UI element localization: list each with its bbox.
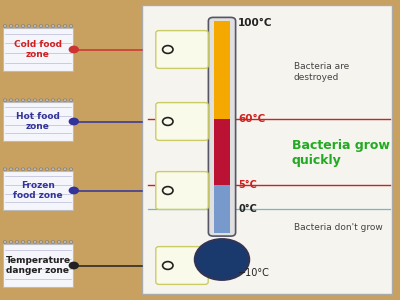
Circle shape bbox=[3, 25, 7, 27]
Circle shape bbox=[69, 262, 79, 269]
Circle shape bbox=[15, 25, 19, 27]
FancyBboxPatch shape bbox=[3, 102, 73, 141]
Circle shape bbox=[69, 168, 73, 170]
Circle shape bbox=[69, 187, 79, 194]
Text: Hot food
zone: Hot food zone bbox=[16, 112, 60, 131]
Circle shape bbox=[9, 168, 13, 170]
Circle shape bbox=[33, 168, 37, 170]
Bar bbox=[214, 184, 230, 232]
Circle shape bbox=[45, 168, 49, 170]
Circle shape bbox=[69, 99, 73, 101]
Circle shape bbox=[57, 241, 61, 243]
Circle shape bbox=[15, 99, 19, 101]
Circle shape bbox=[21, 168, 25, 170]
Circle shape bbox=[9, 99, 13, 101]
Text: 100°C: 100°C bbox=[238, 17, 272, 28]
FancyBboxPatch shape bbox=[3, 28, 73, 71]
Circle shape bbox=[45, 241, 49, 243]
Circle shape bbox=[39, 99, 43, 101]
Circle shape bbox=[39, 25, 43, 27]
Circle shape bbox=[63, 168, 67, 170]
Circle shape bbox=[57, 99, 61, 101]
Circle shape bbox=[63, 241, 67, 243]
Text: Cold food
zone: Cold food zone bbox=[14, 40, 62, 59]
Circle shape bbox=[3, 241, 7, 243]
Text: Bacteria are
destroyed: Bacteria are destroyed bbox=[294, 62, 349, 82]
Circle shape bbox=[27, 99, 31, 101]
Circle shape bbox=[39, 241, 43, 243]
Text: 60°C: 60°C bbox=[238, 113, 265, 124]
Circle shape bbox=[21, 241, 25, 243]
Circle shape bbox=[69, 25, 73, 27]
Circle shape bbox=[57, 25, 61, 27]
Circle shape bbox=[27, 168, 31, 170]
Circle shape bbox=[63, 99, 67, 101]
FancyBboxPatch shape bbox=[156, 247, 208, 284]
Text: 0°C: 0°C bbox=[238, 203, 257, 214]
Circle shape bbox=[33, 99, 37, 101]
Circle shape bbox=[45, 99, 49, 101]
FancyBboxPatch shape bbox=[156, 103, 208, 140]
Circle shape bbox=[15, 168, 19, 170]
Circle shape bbox=[51, 25, 55, 27]
Text: 5°C: 5°C bbox=[238, 179, 257, 190]
Circle shape bbox=[51, 168, 55, 170]
Text: Frozen
food zone: Frozen food zone bbox=[13, 181, 63, 200]
Circle shape bbox=[27, 25, 31, 27]
Circle shape bbox=[33, 241, 37, 243]
Bar bbox=[214, 118, 230, 184]
FancyBboxPatch shape bbox=[208, 17, 236, 236]
Circle shape bbox=[45, 25, 49, 27]
FancyBboxPatch shape bbox=[3, 244, 73, 287]
Circle shape bbox=[39, 168, 43, 170]
Text: −10°C: −10°C bbox=[238, 268, 270, 278]
FancyBboxPatch shape bbox=[156, 31, 208, 68]
Text: Bacteria grow
quickly: Bacteria grow quickly bbox=[292, 139, 390, 167]
Circle shape bbox=[51, 99, 55, 101]
Circle shape bbox=[21, 25, 25, 27]
FancyBboxPatch shape bbox=[142, 4, 392, 294]
Circle shape bbox=[33, 25, 37, 27]
Circle shape bbox=[15, 241, 19, 243]
Circle shape bbox=[195, 239, 249, 280]
Text: Temperature
danger zone: Temperature danger zone bbox=[6, 256, 70, 275]
Circle shape bbox=[69, 241, 73, 243]
Circle shape bbox=[63, 25, 67, 27]
Circle shape bbox=[27, 241, 31, 243]
Circle shape bbox=[9, 241, 13, 243]
Circle shape bbox=[21, 99, 25, 101]
Text: Bacteria don't grow: Bacteria don't grow bbox=[294, 224, 383, 232]
Circle shape bbox=[3, 168, 7, 170]
Circle shape bbox=[69, 118, 79, 125]
Bar bbox=[214, 21, 230, 118]
FancyBboxPatch shape bbox=[3, 171, 73, 210]
Circle shape bbox=[51, 241, 55, 243]
Circle shape bbox=[57, 168, 61, 170]
Circle shape bbox=[69, 46, 79, 53]
Circle shape bbox=[3, 99, 7, 101]
Circle shape bbox=[9, 25, 13, 27]
FancyBboxPatch shape bbox=[156, 172, 208, 209]
